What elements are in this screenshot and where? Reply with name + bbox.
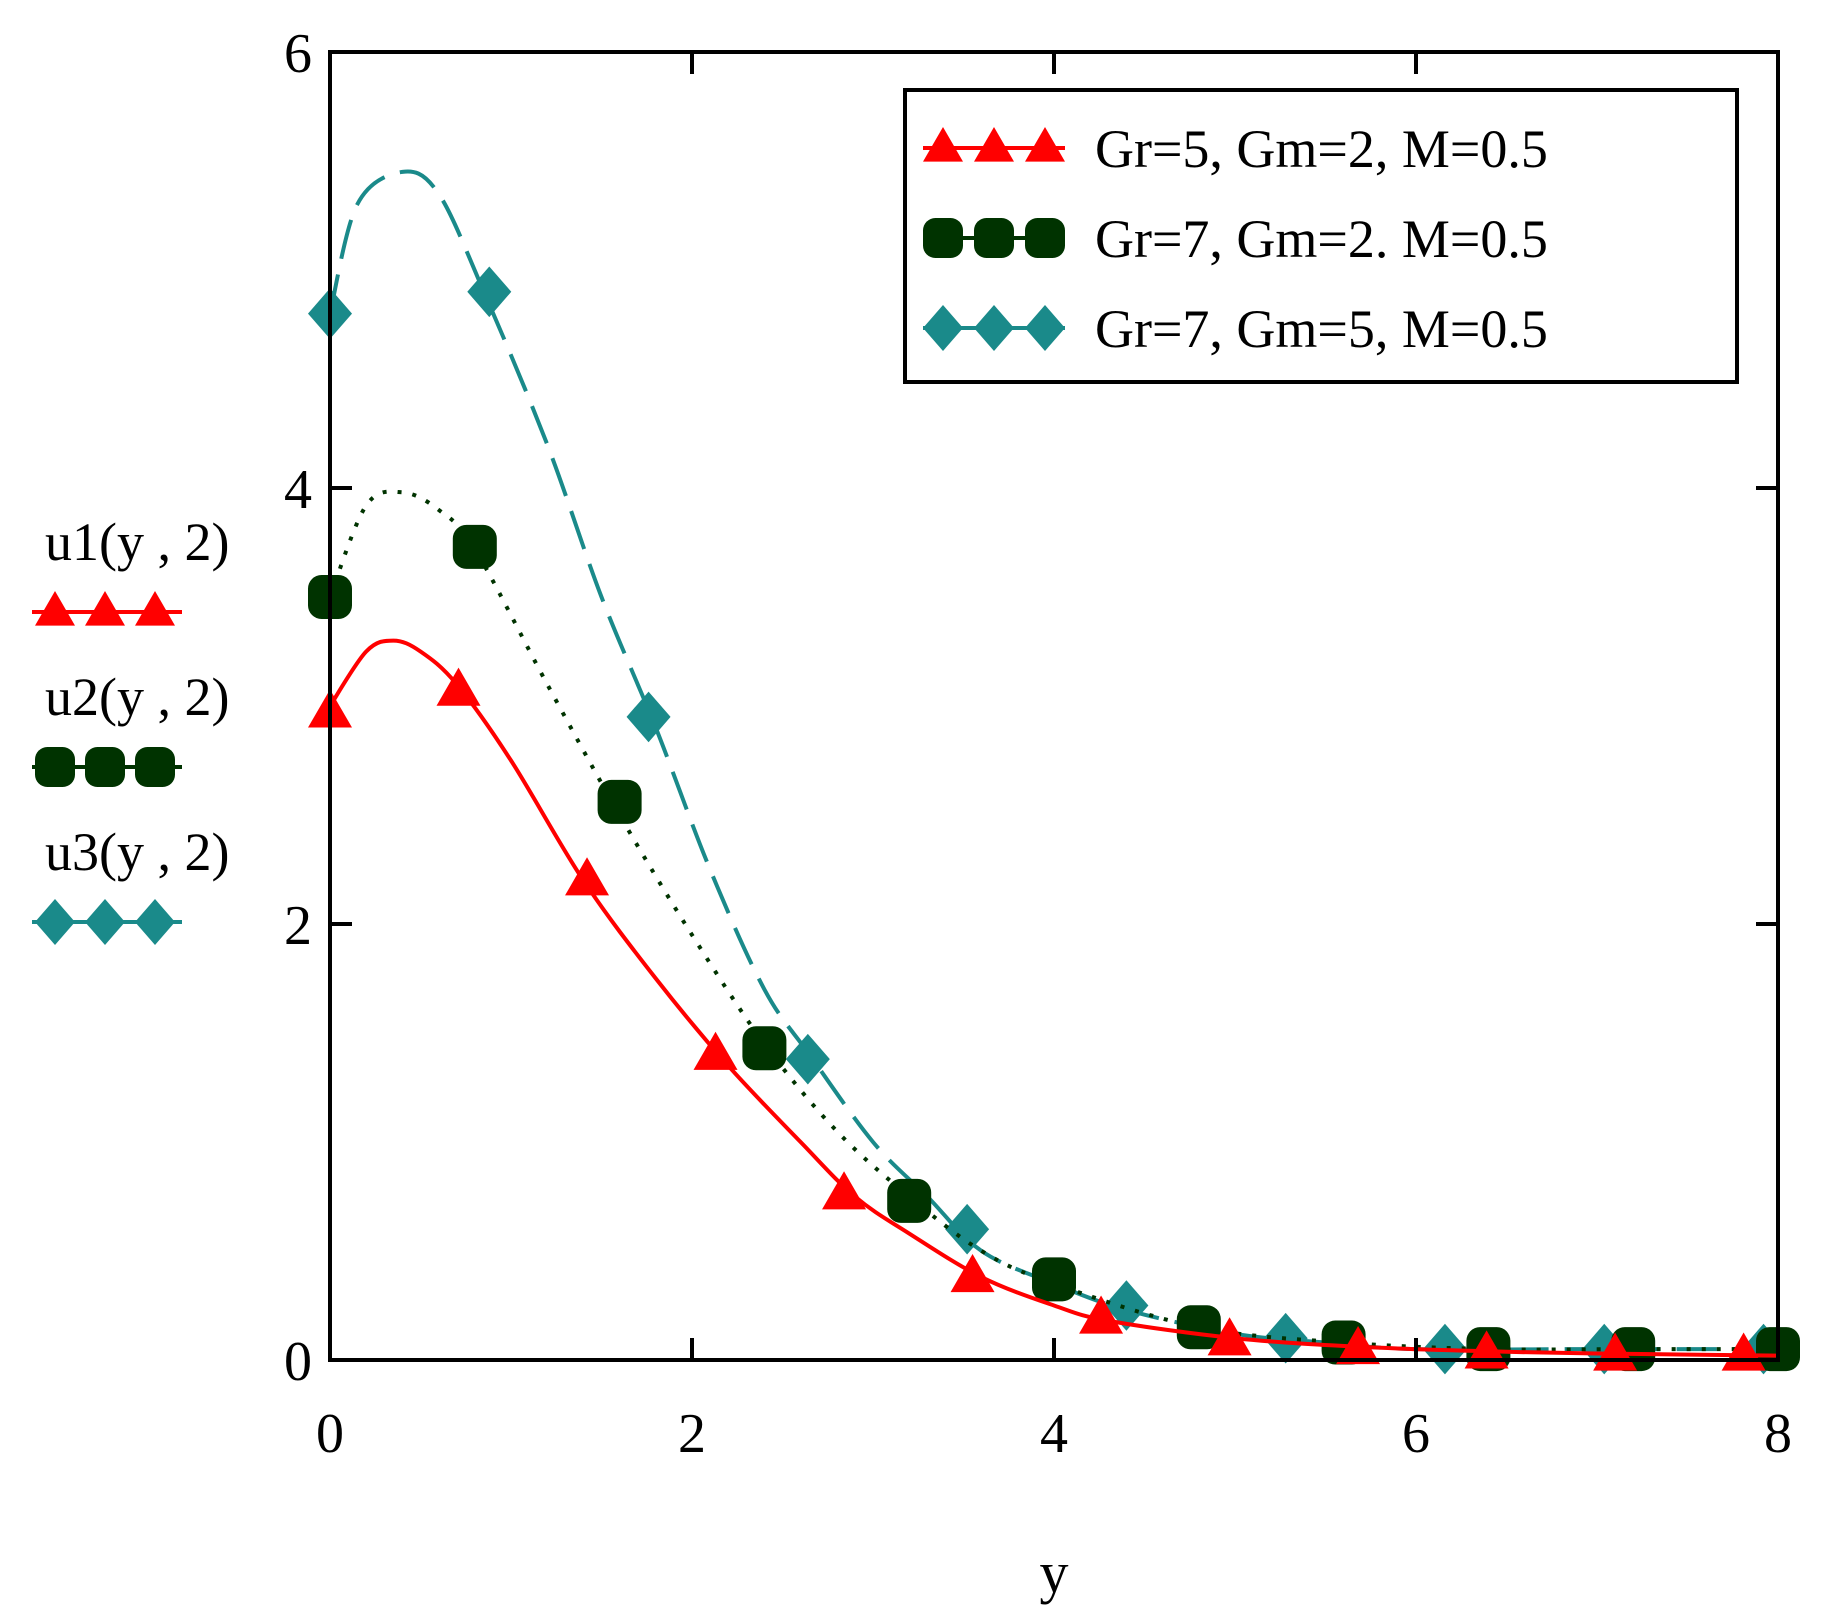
series-layer	[308, 169, 1800, 1375]
y-function-marker-2-1	[85, 747, 125, 787]
series-2-marker-6	[1176, 1305, 1221, 1350]
y-function-label-3: u3(y , 2)	[45, 822, 229, 882]
legend-marker-3-2	[1025, 305, 1065, 351]
y-function-marker-2-2	[135, 747, 175, 787]
legend-label-2: Gr=7, Gm=2. M=0.5	[1095, 209, 1548, 269]
legend-marker-2-0	[923, 218, 963, 258]
series-1-marker-1	[436, 667, 481, 706]
series-3-marker-4	[945, 1203, 990, 1255]
x-tick-label-3: 6	[1402, 1403, 1430, 1465]
series-2-marker-1	[452, 524, 497, 569]
series-1-marker-7	[1207, 1317, 1252, 1356]
series-3-marker-5	[1104, 1280, 1149, 1331]
series-1-marker-6	[1079, 1295, 1124, 1334]
y-axis-function-legend: u1(y , 2) u2(y , 2) u3(y , 2)	[32, 512, 229, 945]
series-3-marker-2	[626, 691, 671, 743]
y-tick-label-0: 0	[284, 1331, 312, 1393]
legend-marker-2-2	[1025, 218, 1065, 258]
legend-marker-2-1	[974, 218, 1014, 258]
y-function-marker-1-0	[35, 591, 75, 626]
y-function-marker-3-1	[85, 899, 125, 945]
legend-marker-1-0	[923, 127, 963, 162]
y-tick-label-3: 6	[284, 23, 312, 85]
y-function-marker-3-2	[135, 899, 175, 945]
series-3-marker-1	[467, 266, 512, 318]
series-2-marker-2	[597, 779, 642, 824]
y-function-marker-1-1	[85, 591, 125, 626]
legend-marker-3-1	[974, 305, 1014, 351]
x-tick-label-1: 2	[678, 1403, 706, 1465]
legend-entry-2: Gr=7, Gm=2. M=0.5	[923, 209, 1548, 269]
y-function-marker-3-0	[35, 899, 75, 945]
series-2	[308, 489, 1800, 1372]
legend-marker-3-0	[923, 305, 963, 351]
legend-label-3: Gr=7, Gm=5, M=0.5	[1095, 299, 1548, 359]
y-function-label-2: u2(y , 2)	[45, 667, 229, 727]
legend-entry-3: Gr=7, Gm=5, M=0.5	[923, 299, 1548, 359]
series-2-marker-5	[1032, 1257, 1076, 1302]
x-tick-label-2: 4	[1040, 1403, 1068, 1465]
legend: Gr=5, Gm=2, M=0.5 Gr=7, Gm=2. M=0.5 Gr=7, …	[903, 88, 1739, 384]
series-3-marker-3	[785, 1033, 830, 1085]
y-tick-label-1: 2	[284, 895, 312, 957]
legend-label-1: Gr=5, Gm=2, M=0.5	[1095, 119, 1548, 179]
legend-entry-1: Gr=5, Gm=2, M=0.5	[923, 119, 1548, 179]
series-2-marker-3	[742, 1026, 787, 1071]
y-function-marker-2-0	[35, 747, 75, 787]
series-1-marker-4	[822, 1171, 867, 1210]
y-function-label-1: u1(y , 2)	[45, 512, 229, 572]
x-axis-title: y	[1040, 1540, 1069, 1605]
series-2-line	[328, 489, 1778, 1352]
legend-marker-1-2	[1025, 127, 1065, 162]
legend-marker-1-1	[974, 127, 1014, 162]
series-2-marker-4	[887, 1178, 932, 1223]
series-1-marker-2	[565, 857, 610, 896]
y-function-marker-1-2	[135, 591, 175, 626]
x-tick-label-4: 8	[1764, 1403, 1792, 1465]
series-1-marker-3	[693, 1031, 738, 1070]
series-1-marker-5	[950, 1254, 995, 1293]
tick-layer: 0 2 4 6 8 0 2 4 6	[284, 23, 1792, 1465]
series-1-marker-8	[1336, 1326, 1381, 1365]
y-tick-label-2: 4	[284, 459, 312, 521]
x-tick-label-0: 0	[316, 1403, 344, 1465]
